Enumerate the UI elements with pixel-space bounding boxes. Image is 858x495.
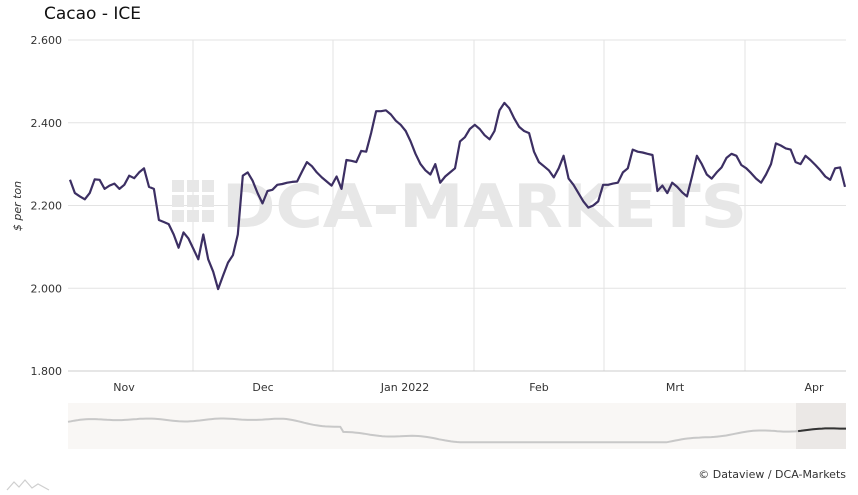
watermark: DCA-MARKETS	[172, 172, 747, 242]
navigator-selected-line	[798, 427, 846, 433]
y-axis-label: $ per ton	[11, 181, 24, 231]
range-navigator[interactable]	[67, 403, 846, 449]
series-line	[68, 101, 847, 291]
y-tick-label: 2.000	[31, 282, 63, 295]
y-tick-label: 2.400	[31, 117, 63, 130]
navigator-line	[67, 417, 846, 444]
x-tick-label: Feb	[529, 381, 548, 394]
x-axis: Nov Dec Jan 2022 Feb Mrt Apr	[113, 381, 824, 394]
y-tick-label: 2.200	[31, 200, 63, 213]
x-tick-label: Jan 2022	[380, 381, 429, 394]
y-axis: 2.600 2.400 2.200 2.000 1.800	[31, 34, 63, 378]
navigator-selected-range[interactable]	[796, 403, 846, 449]
watermark-text: DCA-MARKETS	[222, 172, 747, 242]
logo-icon	[6, 479, 50, 491]
grid-lines	[68, 39, 846, 372]
x-tick-label: Dec	[252, 381, 273, 394]
y-tick-label: 1.800	[31, 365, 63, 378]
y-tick-label: 2.600	[31, 34, 63, 47]
x-tick-label: Nov	[113, 381, 135, 394]
chart-title: Cacao - ICE	[44, 4, 142, 24]
x-tick-label: Apr	[804, 381, 824, 394]
x-tick-label: Mrt	[666, 381, 685, 394]
source-credit: © Dataview / DCA-Markets	[698, 468, 846, 481]
